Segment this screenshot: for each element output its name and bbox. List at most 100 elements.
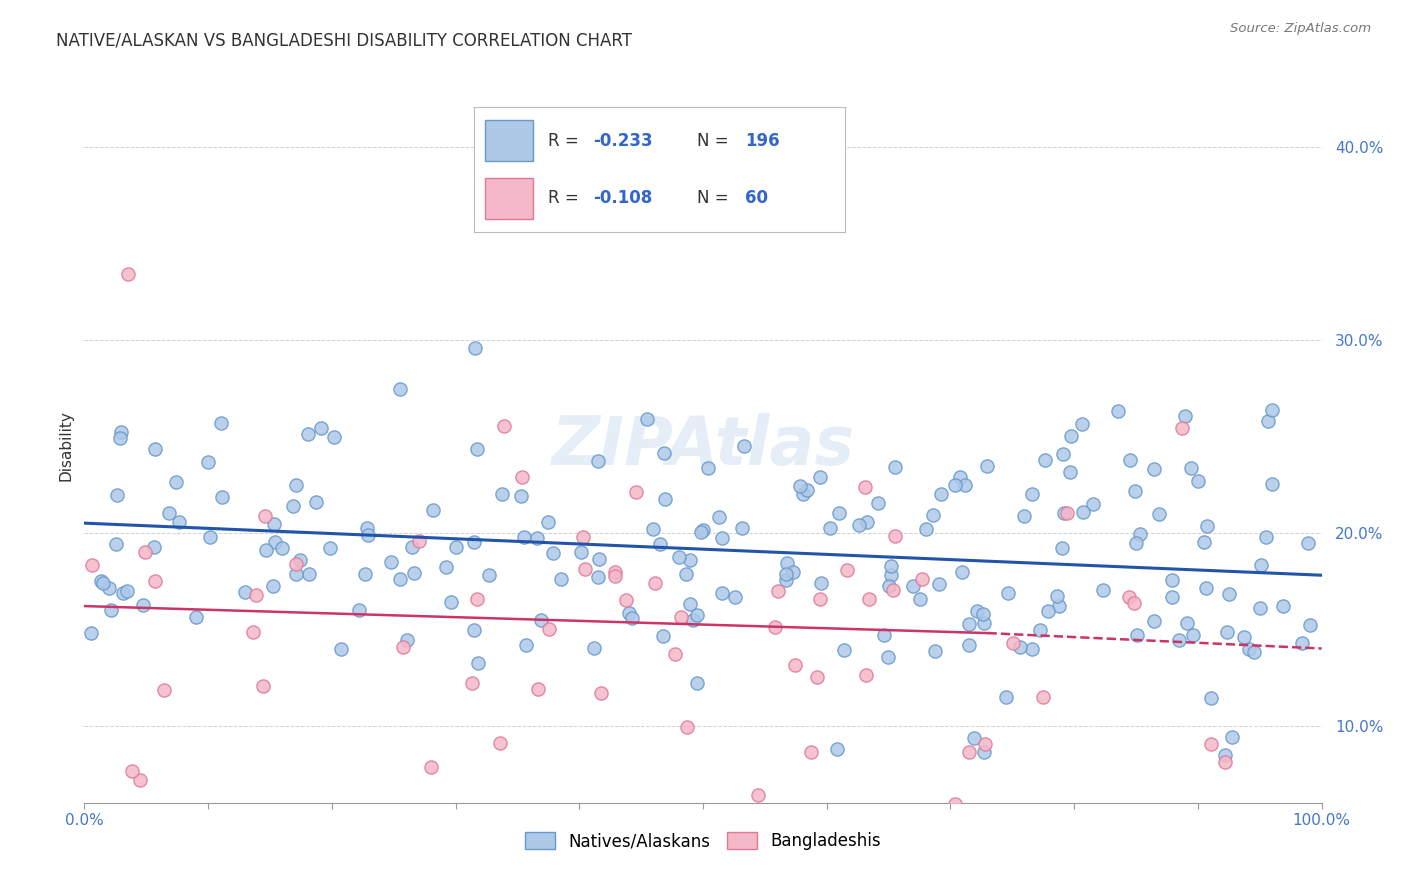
Point (966, 603, 988, 617)
Point (510, 470, 533, 484)
Text: Source: ZipAtlas.com: Source: ZipAtlas.com (1230, 22, 1371, 36)
Point (422, 503, 444, 517)
Point (463, 623, 485, 637)
Point (973, 737, 995, 751)
Point (879, 568, 901, 582)
Point (1243, 645, 1265, 659)
Point (1271, 599, 1294, 614)
Point (388, 382, 411, 396)
Point (929, 487, 952, 501)
Point (943, 797, 966, 812)
Point (90, 574, 112, 588)
Point (1201, 691, 1223, 706)
Point (488, 736, 510, 750)
Point (404, 566, 426, 581)
Point (1126, 627, 1149, 641)
Point (396, 633, 419, 648)
Point (1250, 558, 1272, 573)
Point (1180, 460, 1202, 475)
Point (434, 559, 457, 574)
Point (1143, 614, 1166, 628)
Point (1123, 596, 1146, 610)
Point (284, 557, 307, 571)
Point (825, 741, 848, 756)
Point (853, 479, 876, 493)
Point (526, 531, 548, 545)
Point (1257, 414, 1279, 428)
Point (962, 731, 984, 745)
Point (675, 567, 697, 582)
Point (1195, 518, 1218, 533)
Point (679, 597, 702, 611)
Point (159, 506, 181, 520)
Point (1038, 604, 1060, 618)
Point (935, 805, 957, 820)
Point (1071, 505, 1094, 519)
Point (510, 489, 533, 503)
Point (465, 591, 488, 606)
Point (903, 580, 925, 594)
Point (709, 509, 731, 524)
Point (768, 584, 790, 599)
Point (1123, 484, 1146, 499)
Legend: Natives/Alaskans, Bangladeshis: Natives/Alaskans, Bangladeshis (516, 824, 890, 859)
Point (330, 641, 353, 656)
Point (785, 657, 807, 672)
Point (621, 611, 644, 625)
Point (1171, 421, 1194, 435)
Point (79, 626, 101, 640)
Point (1035, 453, 1057, 467)
Point (440, 595, 463, 609)
Point (876, 650, 898, 665)
Point (1261, 403, 1284, 417)
Point (855, 668, 877, 682)
Point (882, 582, 904, 597)
Point (262, 579, 284, 593)
Point (105, 488, 128, 502)
Point (1160, 590, 1182, 604)
Point (322, 430, 344, 444)
Point (603, 569, 626, 583)
Point (110, 425, 132, 439)
Point (614, 592, 637, 607)
Point (117, 268, 139, 282)
Point (711, 531, 734, 545)
Point (1047, 599, 1070, 613)
Point (643, 522, 665, 536)
Point (167, 515, 190, 529)
Point (1299, 618, 1322, 632)
Point (883, 460, 905, 475)
Point (976, 458, 998, 473)
Point (682, 613, 704, 627)
Point (245, 588, 267, 602)
Point (1081, 497, 1104, 511)
Point (401, 540, 423, 554)
Point (928, 577, 950, 591)
Point (209, 417, 232, 431)
Point (883, 529, 905, 543)
Point (676, 720, 699, 734)
Point (808, 591, 831, 606)
Point (1107, 403, 1129, 417)
Point (419, 760, 441, 774)
Point (297, 426, 319, 441)
Point (537, 622, 560, 636)
Point (1237, 642, 1260, 657)
Point (134, 545, 156, 559)
Point (1002, 636, 1025, 650)
Point (104, 537, 127, 551)
Point (1143, 462, 1166, 476)
Point (765, 619, 787, 633)
Point (1233, 630, 1256, 644)
Point (309, 421, 332, 435)
Point (679, 553, 702, 567)
Point (356, 521, 378, 535)
Point (943, 478, 966, 492)
Point (848, 517, 870, 532)
Point (664, 647, 686, 661)
Point (730, 521, 752, 535)
Point (460, 676, 482, 690)
Point (880, 558, 903, 573)
Point (1052, 446, 1074, 460)
Point (569, 545, 592, 559)
